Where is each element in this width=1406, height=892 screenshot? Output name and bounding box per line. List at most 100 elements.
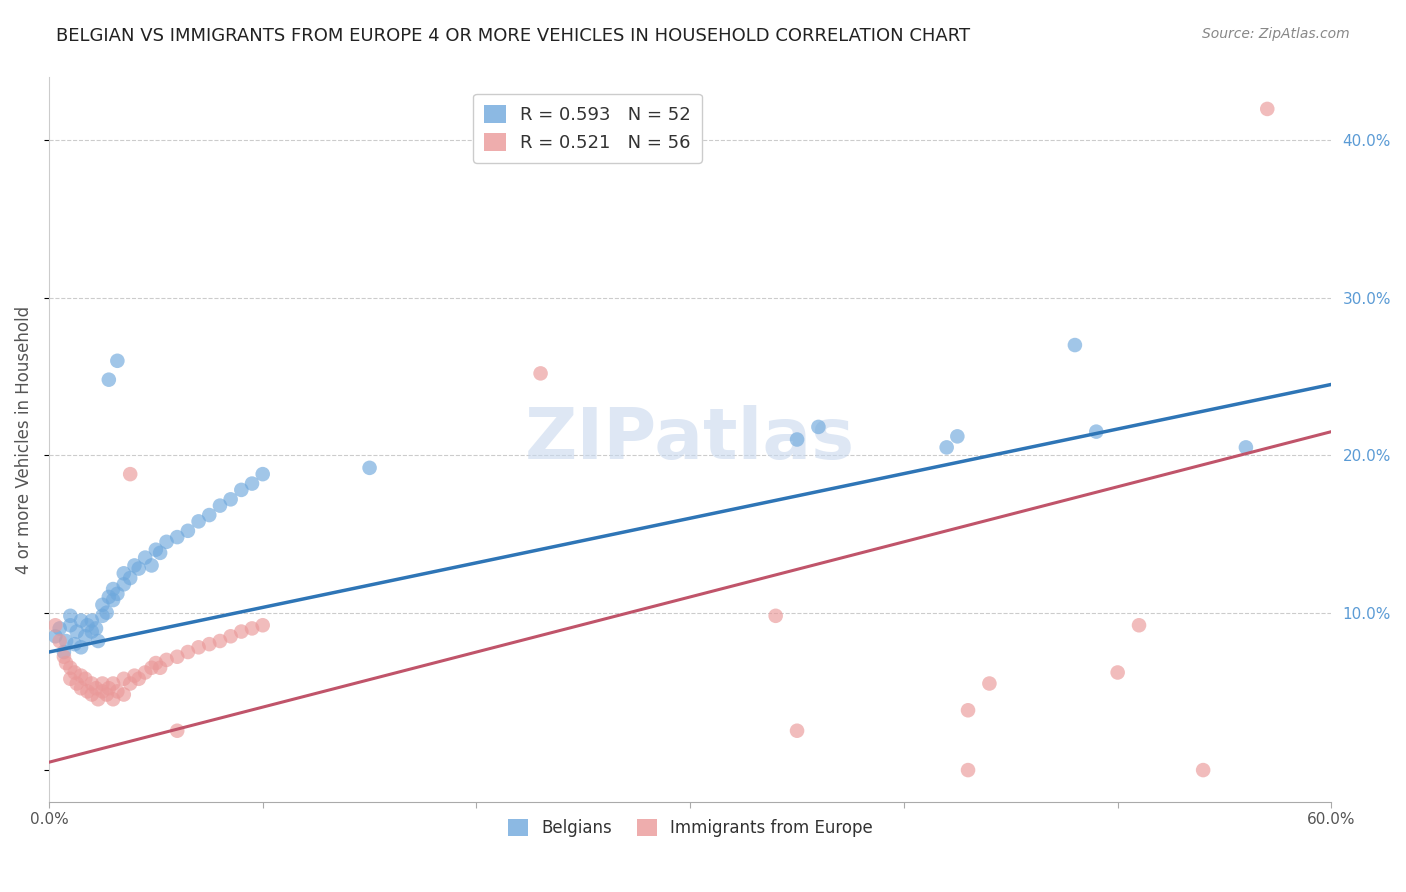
Point — [252, 618, 274, 632]
Point — [59, 608, 82, 623]
Point — [765, 608, 787, 623]
Point — [231, 483, 253, 497]
Point — [141, 661, 163, 675]
Point — [1085, 425, 1108, 439]
Point — [96, 688, 118, 702]
Point — [63, 665, 86, 680]
Point — [1064, 338, 1087, 352]
Point — [105, 587, 128, 601]
Point — [112, 577, 135, 591]
Point — [76, 618, 98, 632]
Point — [75, 672, 97, 686]
Point — [786, 433, 808, 447]
Point — [76, 684, 98, 698]
Point — [946, 429, 969, 443]
Point — [359, 460, 381, 475]
Point — [120, 467, 142, 482]
Point — [91, 676, 114, 690]
Point — [96, 606, 118, 620]
Point — [80, 688, 103, 702]
Legend: Belgians, Immigrants from Europe: Belgians, Immigrants from Europe — [501, 813, 879, 844]
Point — [177, 524, 200, 538]
Point — [63, 637, 86, 651]
Text: BELGIAN VS IMMIGRANTS FROM EUROPE 4 OR MORE VEHICLES IN HOUSEHOLD CORRELATION CH: BELGIAN VS IMMIGRANTS FROM EUROPE 4 OR M… — [56, 27, 970, 45]
Point — [166, 723, 188, 738]
Point — [957, 763, 980, 777]
Point — [149, 546, 172, 560]
Point — [219, 629, 242, 643]
Point — [252, 467, 274, 482]
Point — [59, 618, 82, 632]
Point — [120, 676, 142, 690]
Point — [112, 688, 135, 702]
Point — [48, 634, 70, 648]
Point — [141, 558, 163, 573]
Point — [52, 649, 75, 664]
Point — [166, 530, 188, 544]
Y-axis label: 4 or more Vehicles in Household: 4 or more Vehicles in Household — [15, 305, 32, 574]
Point — [935, 441, 957, 455]
Point — [124, 558, 146, 573]
Point — [87, 634, 110, 648]
Point — [52, 645, 75, 659]
Point — [84, 681, 107, 696]
Point — [124, 668, 146, 682]
Point — [105, 353, 128, 368]
Point — [44, 618, 66, 632]
Point — [145, 542, 167, 557]
Point — [59, 661, 82, 675]
Point — [134, 550, 156, 565]
Point — [70, 640, 93, 655]
Point — [134, 665, 156, 680]
Point — [70, 614, 93, 628]
Point — [155, 534, 177, 549]
Point — [48, 621, 70, 635]
Point — [231, 624, 253, 639]
Point — [1192, 763, 1215, 777]
Point — [145, 656, 167, 670]
Point — [208, 499, 231, 513]
Point — [198, 508, 221, 522]
Point — [87, 692, 110, 706]
Point — [187, 640, 209, 655]
Text: Source: ZipAtlas.com: Source: ZipAtlas.com — [1202, 27, 1350, 41]
Point — [1107, 665, 1129, 680]
Point — [105, 684, 128, 698]
Point — [91, 598, 114, 612]
Point — [44, 629, 66, 643]
Point — [128, 672, 150, 686]
Point — [101, 692, 124, 706]
Point — [240, 621, 263, 635]
Point — [529, 367, 551, 381]
Point — [97, 590, 120, 604]
Point — [55, 656, 77, 670]
Point — [166, 649, 188, 664]
Point — [84, 621, 107, 635]
Point — [97, 681, 120, 696]
Point — [187, 514, 209, 528]
Point — [101, 593, 124, 607]
Point — [149, 661, 172, 675]
Point — [97, 373, 120, 387]
Point — [70, 681, 93, 696]
Point — [66, 624, 89, 639]
Point — [128, 561, 150, 575]
Point — [786, 723, 808, 738]
Point — [101, 582, 124, 596]
Point — [91, 684, 114, 698]
Point — [59, 672, 82, 686]
Point — [198, 637, 221, 651]
Point — [112, 672, 135, 686]
Point — [957, 703, 980, 717]
Point — [91, 608, 114, 623]
Point — [1234, 441, 1257, 455]
Text: ZIPatlas: ZIPatlas — [524, 405, 855, 474]
Point — [807, 420, 830, 434]
Point — [120, 571, 142, 585]
Point — [177, 645, 200, 659]
Point — [80, 624, 103, 639]
Point — [1256, 102, 1278, 116]
Point — [240, 476, 263, 491]
Point — [66, 676, 89, 690]
Point — [112, 566, 135, 581]
